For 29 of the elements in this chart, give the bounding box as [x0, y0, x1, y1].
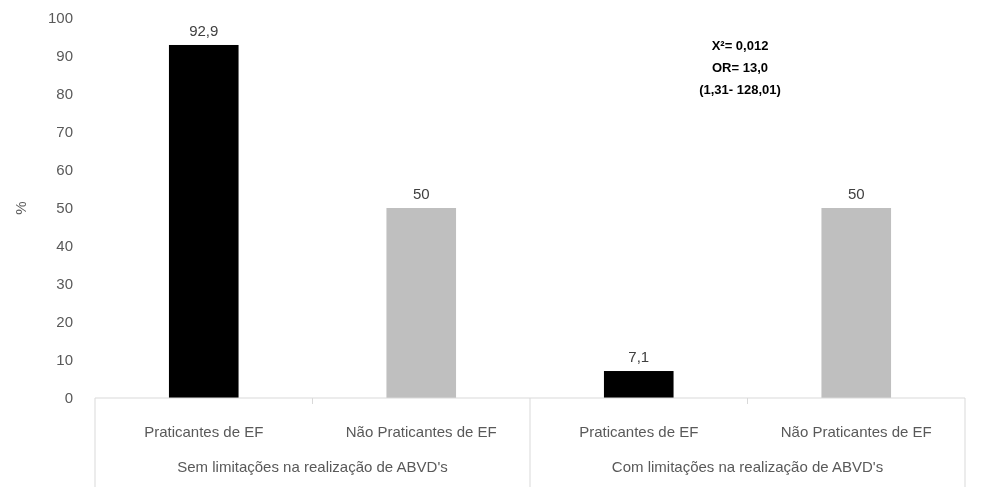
data-label: 50	[847, 185, 865, 202]
x-tick-label: Não Praticantes de EF	[780, 423, 932, 440]
bar	[821, 208, 892, 398]
y-axis-title: %	[12, 201, 29, 215]
y-tick-label: 90	[56, 47, 73, 65]
data-label: 50	[412, 185, 430, 202]
x-tick-label: Não Praticantes de EF	[345, 423, 497, 440]
data-label: 7,1	[628, 348, 650, 366]
text: Sem limitações na realização de ABVD's	[177, 458, 448, 475]
y-tick-label: 70	[56, 123, 73, 141]
data-label: 92,9	[189, 21, 219, 39]
annotation: (1,31- 128,01)	[699, 82, 781, 97]
x-tick-label: Praticantes de EF	[579, 423, 699, 440]
y-tick-label: 40	[56, 237, 73, 255]
annotation: X²= 0,012	[711, 38, 769, 53]
y-tick-label: 100	[47, 9, 73, 27]
y-tick-label: 30	[56, 275, 73, 293]
annotation: OR= 13,0	[711, 60, 769, 75]
y-tick-label: 80	[56, 85, 73, 103]
y-tick-label: 20	[56, 313, 73, 331]
bar	[603, 371, 674, 398]
bar	[386, 208, 457, 398]
bar	[168, 44, 239, 398]
x-tick-label: Praticantes de EF	[144, 423, 264, 440]
y-tick-label: 0	[64, 389, 73, 407]
y-tick-label: 50	[56, 199, 73, 217]
y-tick-label: 60	[56, 161, 73, 179]
text: Com limitações na realização de ABVD's	[611, 458, 884, 475]
y-tick-label: 10	[56, 351, 73, 369]
